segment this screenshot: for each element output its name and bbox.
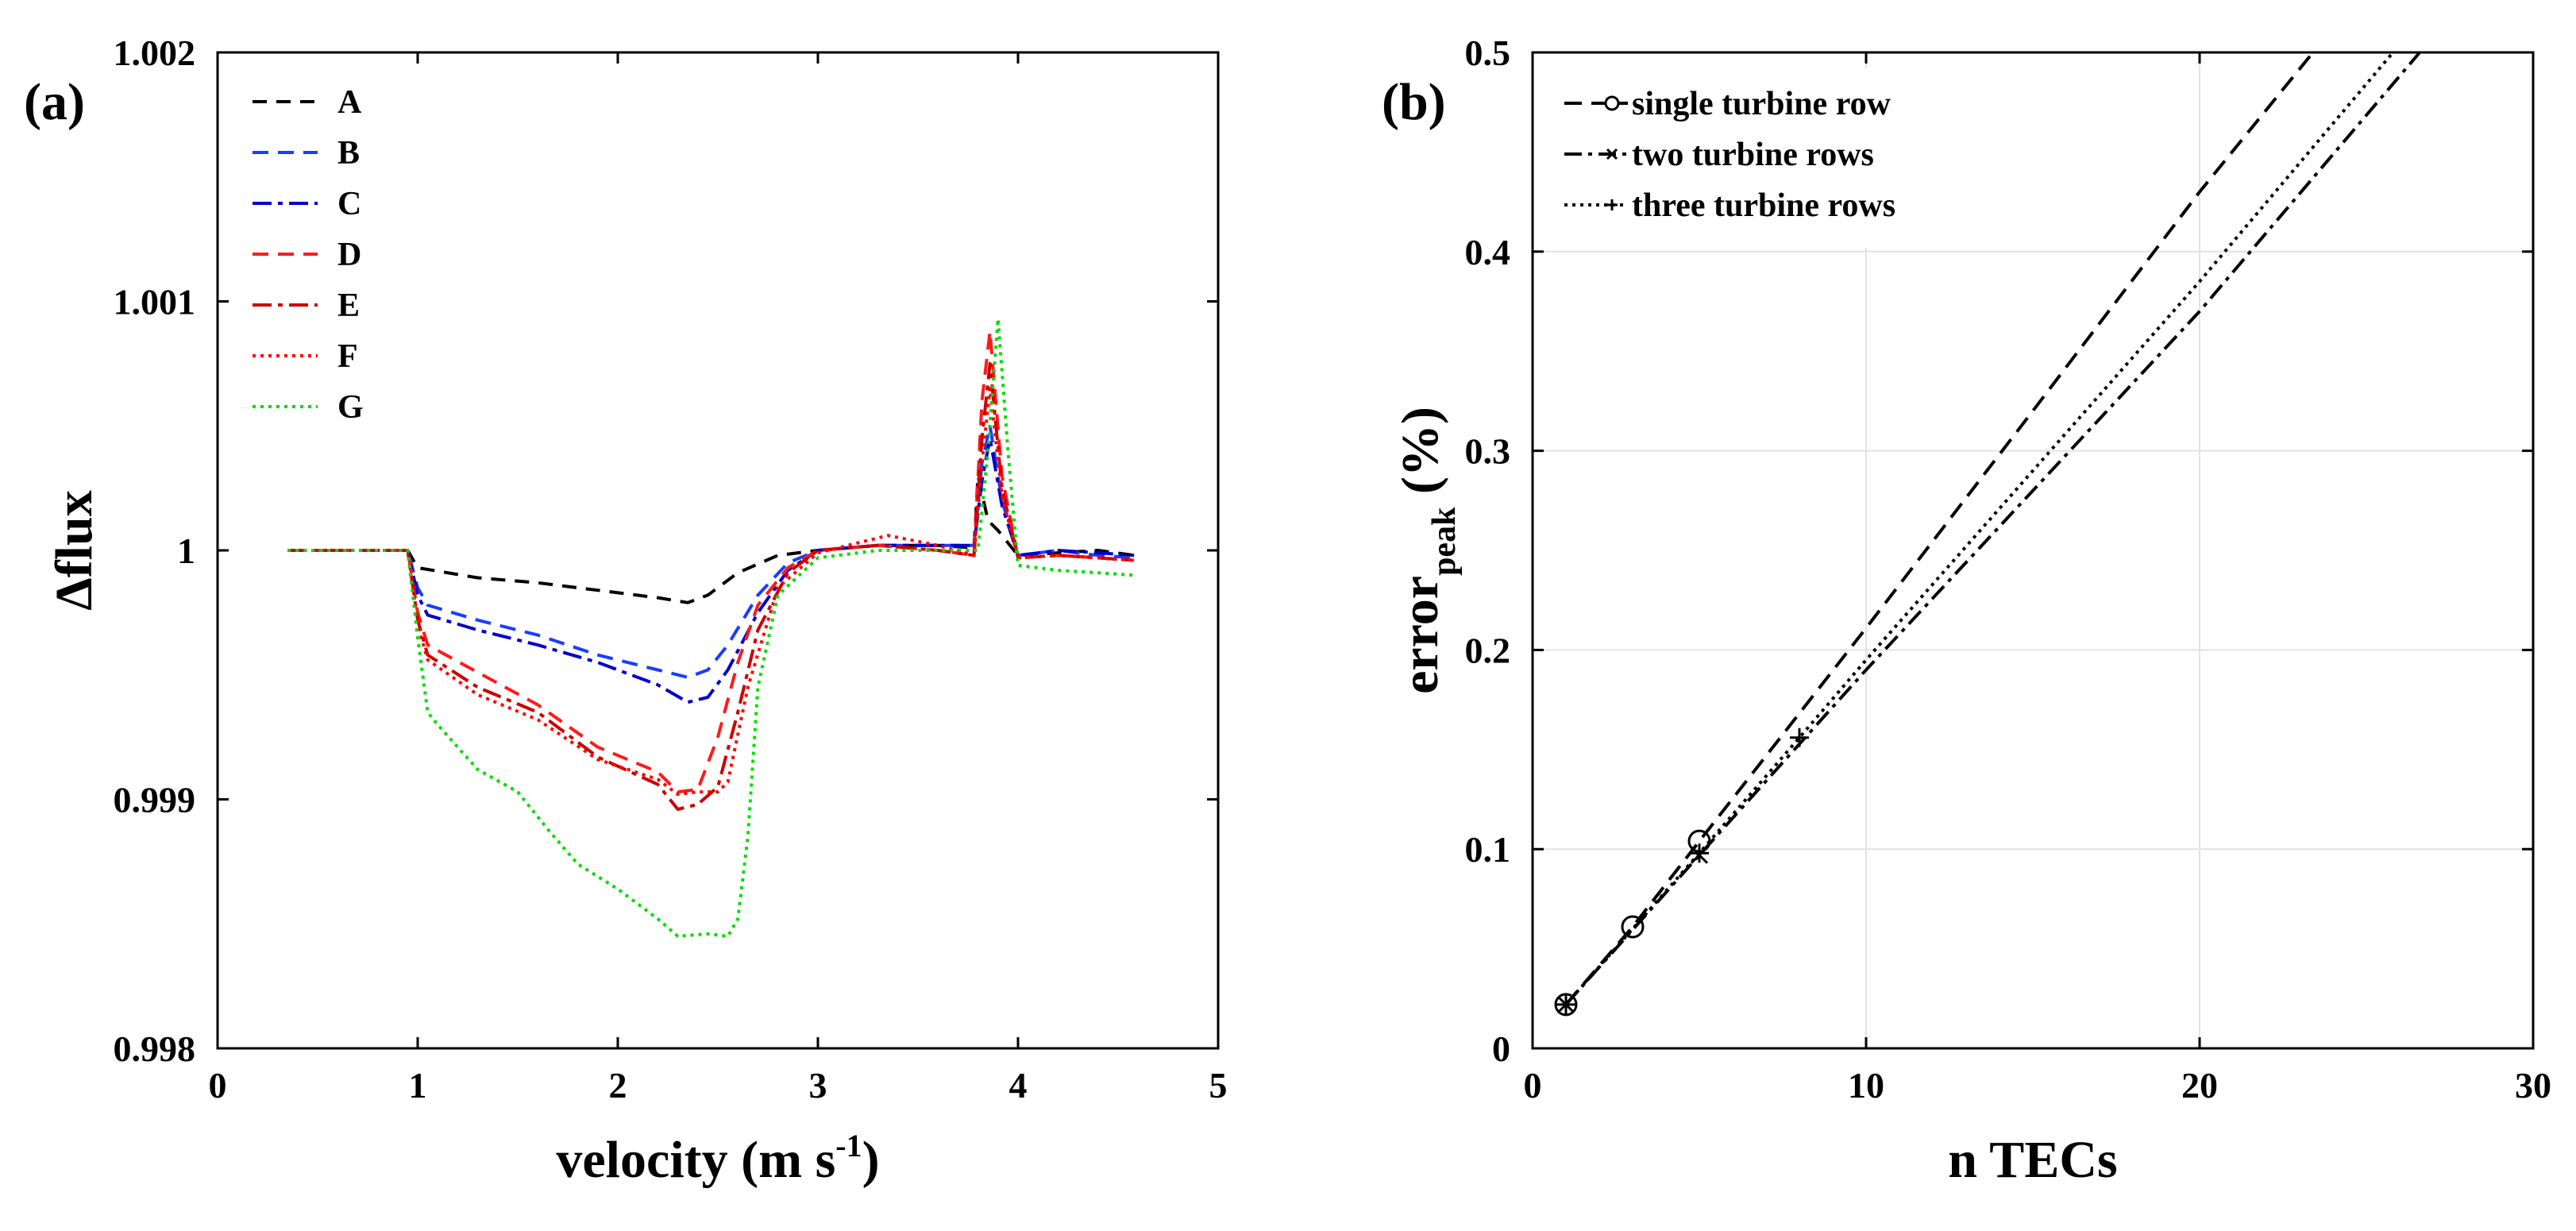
x-tick-label: 3: [809, 1065, 827, 1106]
legend-label: A: [337, 84, 362, 121]
legend-label: D: [337, 237, 361, 273]
series-line-three-turbine-rows: [1564, 51, 2395, 1006]
y-tick-label: 0.998: [114, 1028, 196, 1069]
panel-b-x-axis-title: n TECs: [1948, 1131, 2117, 1189]
series-line-b: [287, 424, 1135, 679]
marker-plus: [1690, 843, 1709, 863]
y-tick-label: 0.3: [1465, 431, 1511, 472]
panel-a-ticks: 0 1 2 3 4 5 0.998 0.999 1 1.001 1.002: [114, 33, 1228, 1106]
x-tick-label: 0: [209, 1065, 227, 1106]
series-line-single-turbine-row: [1564, 51, 2315, 1006]
panel-b-legend: single turbine row two turbine rows three …: [1564, 86, 1895, 224]
x-tick-label: 20: [2181, 1065, 2218, 1106]
y-tick-label: 1.002: [114, 33, 196, 73]
legend-label: F: [337, 338, 358, 375]
legend-entry: G: [253, 389, 364, 426]
panel-a-x-axis-title: velocity (m s-1): [556, 1128, 879, 1189]
legend-entry: D: [253, 237, 361, 273]
legend-label: three turbine rows: [1632, 187, 1895, 224]
x-tick-label: 30: [2515, 1065, 2551, 1106]
y-tick-label: 0.5: [1465, 33, 1511, 73]
y-tick-label: 0: [1492, 1028, 1510, 1069]
x-tick-label: 2: [609, 1065, 627, 1106]
y-tick-label: 0.1: [1465, 829, 1511, 870]
marker-plus: [1556, 994, 1575, 1014]
y-tick-label: 1.001: [114, 282, 196, 322]
panel-b-plot-frame: [1531, 51, 2535, 1050]
series-line-a: [287, 474, 1135, 604]
panel-b: (b) 0 10 20 30 0 0.1 0.2 0.3 0.4 0.5 single turbi…: [1382, 33, 2551, 1189]
legend-entry: single turbine row: [1564, 86, 1892, 122]
panel-b-series: [1554, 51, 2421, 1017]
x-tick-label: 4: [1009, 1065, 1028, 1106]
legend-label: B: [337, 135, 360, 172]
y-tick-label: 1: [177, 531, 195, 571]
series-line-two-turbine-rows: [1564, 51, 2421, 1006]
y-tick-label: 0.4: [1465, 232, 1511, 272]
marker-circle: [1554, 993, 1578, 1017]
panel-b-legend-box: [1541, 68, 2049, 248]
legend-label: single turbine row: [1632, 86, 1892, 122]
y-tick-label: 0.999: [114, 780, 196, 820]
panel-b-label: (b): [1382, 73, 1446, 131]
series-line-f: [287, 387, 1135, 797]
legend-label: E: [337, 287, 360, 324]
x-tick-label: 0: [1524, 1065, 1542, 1106]
marker-circle: [1621, 915, 1645, 939]
marker-plus: [1790, 727, 1809, 747]
x-tick-label: 5: [1209, 1065, 1228, 1106]
series-line-c: [287, 436, 1135, 704]
legend-entry: A: [253, 84, 362, 121]
legend-marker: [1604, 95, 1620, 111]
legend-label: two turbine rows: [1632, 137, 1874, 173]
panel-a-y-axis-title: Δflux: [45, 490, 103, 610]
legend-entry: C: [253, 186, 361, 222]
panel-a-series: [287, 317, 1135, 938]
legend-entry: three turbine rows: [1564, 187, 1895, 224]
panel-a-legend-box: [230, 67, 500, 440]
series-line-g: [287, 317, 1135, 938]
x-tick-label: 1: [409, 1065, 427, 1106]
legend-entry: two turbine rows: [1564, 137, 1874, 173]
x-tick-label: 10: [1848, 1065, 1884, 1106]
legend-entry: B: [253, 135, 360, 172]
legend-label: C: [337, 186, 361, 222]
panel-a-label: (a): [24, 73, 85, 131]
panel-b-y-axis-title: errorpeak (%): [1391, 407, 1463, 694]
series-line-d: [287, 330, 1135, 794]
legend-entry: F: [253, 338, 358, 375]
panel-b-ticks: 0 10 20 30 0 0.1 0.2 0.3 0.4 0.5: [1465, 33, 2552, 1106]
legend-entry: E: [253, 287, 360, 324]
legend-label: G: [337, 389, 364, 426]
y-tick-label: 0.2: [1465, 630, 1511, 670]
